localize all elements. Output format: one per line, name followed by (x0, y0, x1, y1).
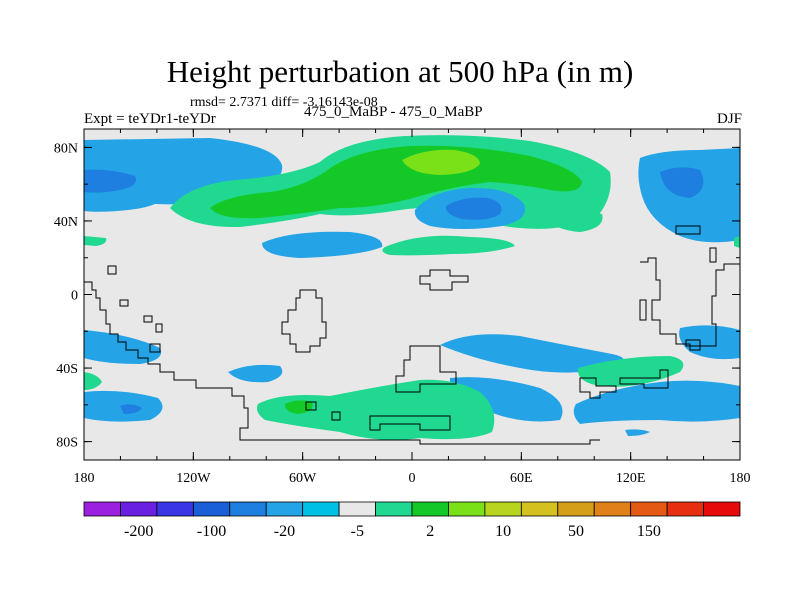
y-tick-label: 0 (71, 289, 78, 304)
contour-green-ne-edge (734, 236, 740, 248)
x-tick-label: 120E (616, 471, 646, 486)
contour-blue-mid (262, 231, 383, 258)
coastline-east-mainland (709, 247, 717, 263)
y-tick-label: 80S (56, 436, 78, 451)
colorbar-label: -5 (351, 523, 364, 540)
coastline-north-bits (419, 269, 469, 291)
contour-blue-s-mid (228, 364, 283, 383)
x-tick-label: 0 (409, 471, 416, 486)
colorbar-label: 10 (495, 523, 511, 540)
coastline-antarctic-bit-2 (331, 411, 341, 421)
colorbar-swatch (265, 501, 304, 517)
colorbar-label: 150 (637, 523, 661, 540)
contour-green-west-small (84, 236, 107, 246)
coastline-central-blob (281, 289, 327, 353)
coastline-se-continent (579, 369, 669, 399)
x-tick-label: 60W (289, 471, 317, 486)
stats-label: rmsd= 2.7371 diff= -3.16143e-08 (190, 95, 378, 110)
colorbar-swatch (375, 501, 413, 517)
experiment-label: Expt = teYDr1-teYDr (84, 111, 216, 127)
contour-blue-s-atl (440, 334, 624, 373)
x-tick-label: 180 (74, 471, 95, 486)
coastline-west-americas (84, 281, 600, 445)
y-axis: 80N 40N 0 40S 80S (54, 141, 740, 451)
colorbar-label: -100 (197, 523, 226, 540)
colorbar-label: -200 (124, 523, 153, 540)
y-tick-label: 40N (54, 215, 78, 230)
contour-yellowgreen-arctic (402, 149, 480, 175)
x-axis: 180 120W 60W 0 60E 120E 180 (74, 129, 751, 486)
colorbar-swatch (411, 501, 449, 517)
colorbar-swatch (593, 501, 632, 517)
contour-blue-se-1 (679, 325, 740, 360)
chart-title: Height perturbation at 500 hPa (in m) (166, 54, 634, 89)
coastline-west-island-5 (149, 343, 161, 353)
colorbar-swatch (192, 501, 231, 517)
contour-green-tail (382, 235, 515, 256)
colorbar-swatch (703, 501, 741, 517)
contour-lime-arctic (210, 145, 582, 219)
colorbar-swatch (484, 501, 522, 517)
colorbar: -200 -100 -20 -5 2 10 50 150 (83, 501, 741, 540)
x-tick-label: 60E (510, 471, 533, 486)
contour-green-east (545, 211, 603, 232)
coastline-east-asia (640, 257, 740, 351)
colorbar-label: 2 (426, 523, 434, 540)
coastlines (84, 225, 740, 445)
colorbar-swatch (229, 501, 267, 517)
y-tick-label: 40S (56, 362, 78, 377)
colorbar-swatch (630, 501, 668, 517)
contour-darkblue-nw (84, 169, 136, 193)
colorbar-swatch (666, 501, 704, 517)
colorbar-swatch (557, 501, 595, 517)
coastline-antarctic-shelf (369, 415, 451, 431)
season-label: DJF (716, 111, 742, 127)
contour-darkblue-ne (660, 167, 704, 198)
coastline-central-south (395, 345, 457, 393)
period-label: 475_0_MaBP - 475_0_MaBP (304, 104, 483, 120)
colorbar-swatch (338, 501, 376, 517)
x-tick-label: 180 (730, 471, 751, 486)
contour-darkblue-oval (445, 197, 502, 220)
contour-green-sw (84, 372, 102, 390)
colorbar-swatch (120, 501, 158, 517)
contour-blue-sw-1 (84, 330, 162, 364)
contour-blue-pacific-south (84, 196, 161, 212)
contour-darkblue-sw (120, 404, 142, 414)
colorbar-swatch (302, 501, 340, 517)
coastline-west-island-3 (143, 315, 153, 323)
colorbar-label: -20 (274, 523, 295, 540)
coastline-east-peninsula (675, 225, 701, 235)
colorbar-swatch (520, 501, 559, 517)
x-tick-label: 120W (176, 471, 211, 486)
contour-blue-se-3 (625, 429, 650, 436)
colorbar-swatch (83, 501, 121, 517)
coastline-east-south (639, 299, 647, 321)
colorbar-swatch (156, 501, 194, 517)
coastline-antarctic-bit-1 (305, 401, 317, 411)
colorbar-label: 50 (568, 523, 584, 540)
coastline-west-island-4 (155, 323, 163, 333)
contour-green-antarctic (256, 379, 495, 440)
contour-blue-s-ind (449, 377, 563, 422)
coastline-west-island-2 (119, 299, 129, 307)
contour-green-s-ind (577, 356, 684, 387)
coastline-west-island-1 (107, 265, 117, 275)
y-tick-label: 80N (54, 141, 78, 156)
coastline-se-island (685, 339, 701, 347)
colorbar-swatch (448, 501, 486, 517)
